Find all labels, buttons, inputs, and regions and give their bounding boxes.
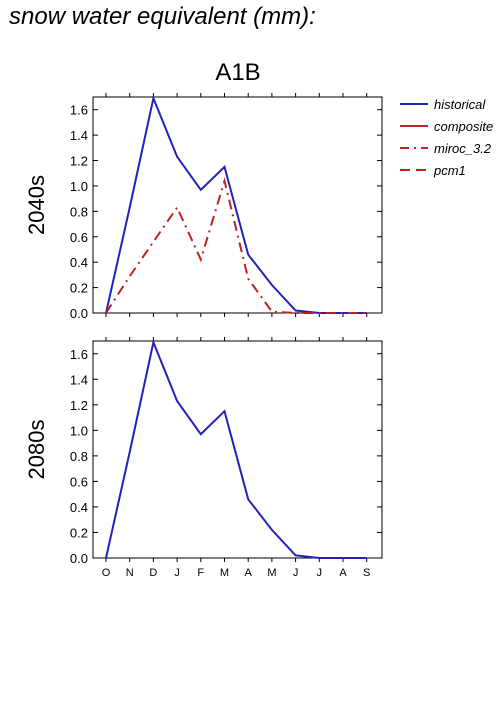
panel-2040s: 0.0 0.2 0.4 0.6 0.8 1.0 1.2 1.4 1.6 2040s bbox=[24, 93, 383, 321]
y-tick-label: 0.6 bbox=[70, 474, 88, 489]
legend-entry-miroc_3.2: miroc_3.2 bbox=[400, 141, 492, 156]
panel-2080s: 0.0 0.2 0.4 0.6 0.8 1.0 1.2 1.4 1.6 2080s O N D J F M A M… bbox=[24, 337, 383, 579]
x-tick-label: M bbox=[220, 567, 229, 579]
y-tick-label: 0.4 bbox=[70, 255, 88, 270]
y-axis-label: 2080s bbox=[24, 420, 49, 480]
plot-frame bbox=[92, 96, 383, 314]
plot-frame bbox=[92, 340, 383, 559]
y-tick-label: 1.0 bbox=[70, 423, 88, 438]
y-tick-label: 0.0 bbox=[70, 551, 88, 566]
x-tick-label: J bbox=[293, 567, 299, 579]
x-tick-label: F bbox=[197, 567, 204, 579]
y-tick-label: 0.6 bbox=[70, 230, 88, 245]
y-tick-label: 1.2 bbox=[70, 398, 88, 413]
legend-entry-composite: composite bbox=[400, 119, 493, 134]
legend-label: composite bbox=[434, 119, 493, 134]
legend-label: pcm1 bbox=[433, 163, 466, 178]
x-tick-label: O bbox=[102, 567, 111, 579]
y-tick-label: 0.4 bbox=[70, 500, 88, 515]
legend-label: historical bbox=[434, 97, 486, 112]
x-tick-label: A bbox=[245, 567, 253, 579]
series-line-historical bbox=[105, 94, 367, 314]
y-tick-label: 1.6 bbox=[70, 347, 88, 362]
legend: historical composite miroc_3.2 pcm1 bbox=[400, 97, 493, 178]
chart-panels: 0.00.20.40.60.81.01.21.41.62040s0.00.20.… bbox=[24, 93, 383, 579]
x-tick-label: D bbox=[149, 567, 157, 579]
page-title: snow water equivalent (mm): bbox=[9, 3, 316, 30]
y-tick-label: 0.2 bbox=[70, 525, 88, 540]
y-tick-label: 0.8 bbox=[70, 204, 88, 219]
y-tick-label: 1.4 bbox=[70, 128, 88, 143]
x-tick-label: J bbox=[174, 567, 180, 579]
series-line-miroc_3.2 bbox=[105, 177, 367, 314]
y-tick-label: 1.4 bbox=[70, 372, 88, 387]
y-tick-label: 1.2 bbox=[70, 154, 88, 169]
y-tick-label: 0.0 bbox=[70, 306, 88, 321]
x-tick-label: M bbox=[267, 567, 276, 579]
y-axis-label: 2040s bbox=[24, 175, 49, 235]
legend-entry-pcm1: pcm1 bbox=[400, 163, 466, 178]
y-tick-label: 0.8 bbox=[70, 449, 88, 464]
x-tick-label: S bbox=[363, 567, 370, 579]
series-line-historical bbox=[105, 338, 367, 559]
y-tick-label: 1.6 bbox=[70, 103, 88, 118]
x-tick-label: J bbox=[317, 567, 323, 579]
y-tick-label: 1.0 bbox=[70, 179, 88, 194]
legend-label: miroc_3.2 bbox=[434, 141, 492, 156]
chart-title: A1B bbox=[215, 59, 260, 86]
x-tick-label: N bbox=[126, 567, 134, 579]
legend-entry-historical: historical bbox=[400, 97, 486, 112]
x-tick-label: A bbox=[339, 567, 347, 579]
y-tick-label: 0.2 bbox=[70, 281, 88, 296]
